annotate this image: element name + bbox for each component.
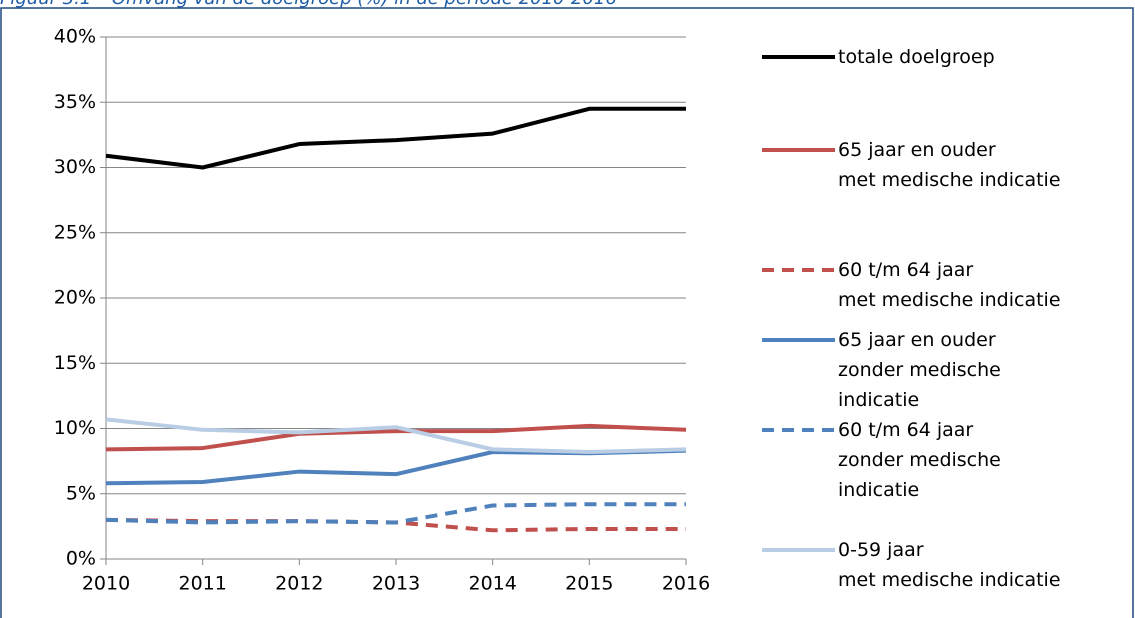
series-line [105, 417, 687, 454]
series-line [105, 502, 686, 525]
legend-label: 65 jaar en ouder zonder medische indicat… [838, 329, 1001, 411]
y-tick-label: 0% [66, 548, 96, 570]
legend-label: 65 jaar en ouder met medische indicatie [838, 139, 1061, 191]
legend-label: totale doelgroep [838, 46, 995, 68]
chart-frame [0, 7, 1134, 618]
x-tick-label: 2014 [468, 573, 516, 595]
y-tick-label: 35% [54, 91, 96, 113]
x-tick-label: 2011 [178, 573, 226, 595]
x-tick-label: 2010 [82, 573, 130, 595]
y-tick-label: 20% [54, 287, 96, 309]
y-tick-label: 15% [54, 352, 96, 374]
series-line [105, 448, 687, 486]
x-tick-label: 2015 [565, 573, 613, 595]
legend-label: 0-59 jaar met medische indicatie [838, 539, 1061, 591]
series-line [105, 423, 687, 452]
series-line [105, 106, 686, 170]
y-tick-label: 10% [54, 417, 96, 439]
legend-label: 60 t/m 64 jaar met medische indicatie [838, 259, 1061, 311]
x-tick-label: 2016 [662, 573, 710, 595]
x-tick-label: 2012 [275, 573, 323, 595]
y-tick-label: 5% [66, 482, 96, 504]
y-tick-label: 30% [54, 156, 96, 178]
y-tick-label: 40% [54, 26, 96, 48]
legend-label: 60 t/m 64 jaar zonder medische indicatie [838, 419, 1001, 501]
y-tick-label: 25% [54, 221, 96, 243]
x-tick-label: 2013 [372, 573, 420, 595]
chart-title: Figuur 3.1 – Omvang van de doelgroep (%)… [0, 0, 617, 9]
